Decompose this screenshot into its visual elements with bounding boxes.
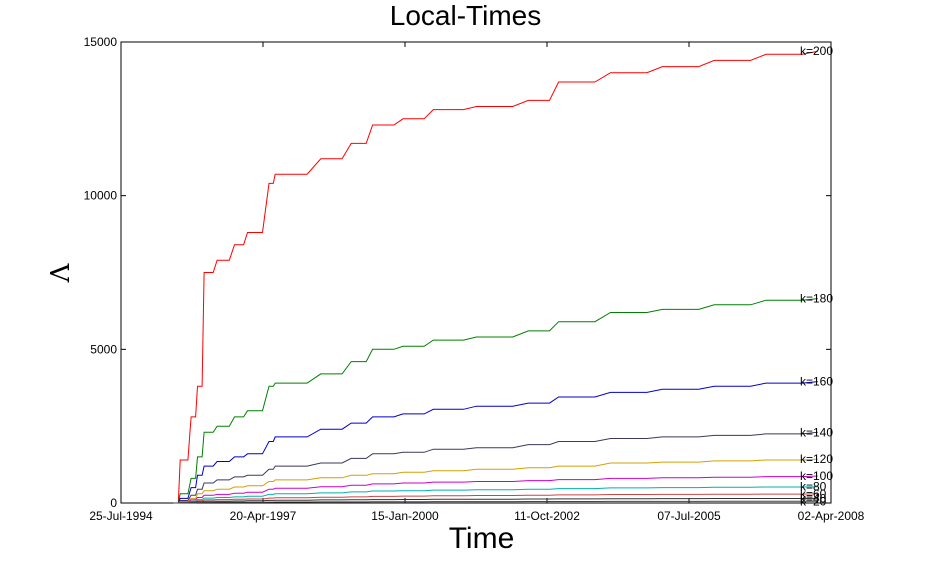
series-line — [173, 381, 818, 504]
series-line — [173, 298, 818, 504]
series-label: k=160 — [800, 375, 833, 389]
y-tick-label: 0 — [110, 496, 117, 510]
x-tick-label: 07-Jul-2005 — [657, 509, 721, 523]
series-label: k=20 — [800, 494, 827, 508]
series-line — [173, 458, 818, 504]
series-label: k=100 — [800, 469, 833, 483]
plot-area: 0 5000 10000 15000 25-Jul-1994 20-Apr-1997 15-… — [84, 35, 865, 523]
x-axis-label-wrap: Time — [0, 522, 931, 556]
series-line — [173, 486, 818, 504]
series-line — [173, 50, 818, 504]
series-line — [173, 475, 818, 504]
series-label: k=140 — [800, 425, 833, 439]
series-label: k=120 — [800, 452, 833, 466]
series-label: k=80 — [800, 480, 827, 494]
x-tick-label: 02-Apr-2008 — [798, 509, 865, 523]
plot-frame — [120, 41, 832, 504]
series-line — [173, 431, 818, 504]
series-label: k=180 — [800, 292, 833, 306]
x-axis-label: Time — [448, 522, 515, 555]
chart-title: Local-Times — [389, 0, 542, 31]
series-label: k=200 — [800, 44, 833, 58]
y-tick-label: 10000 — [84, 189, 118, 203]
x-tick-label: 15-Jan-2000 — [371, 509, 439, 523]
series-line — [173, 493, 818, 504]
x-tick-label: 20-Apr-1997 — [230, 509, 297, 523]
x-tick-label: 11-Oct-2002 — [514, 509, 580, 523]
x-tick-label: 25-Jul-1994 — [89, 509, 153, 523]
series-label: k=60 — [800, 487, 827, 501]
y-tick-label: 5000 — [90, 342, 117, 356]
y-tick-label: 15000 — [84, 35, 118, 49]
series-label: k=40 — [800, 491, 827, 505]
series-line — [173, 497, 818, 504]
series-line — [173, 500, 818, 504]
